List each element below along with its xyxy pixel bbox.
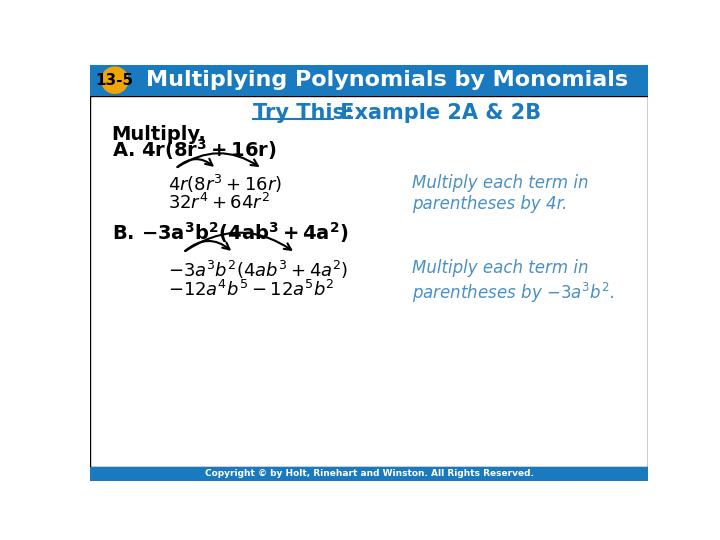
Text: $-3a^3b^2(4ab^3 + 4a^2)$: $-3a^3b^2(4ab^3 + 4a^2)$: [168, 259, 348, 281]
Text: Example 2A & 2B: Example 2A & 2B: [333, 103, 541, 123]
Text: A. $\mathbf{4r(8r^3 + 16r)}$: A. $\mathbf{4r(8r^3 + 16r)}$: [112, 137, 276, 162]
Bar: [90, 65, 648, 96]
Text: $4r(8r^3 + 16r)$: $4r(8r^3 + 16r)$: [168, 173, 282, 195]
Text: Multiply each term in
parentheses by 4r.: Multiply each term in parentheses by 4r.: [412, 174, 588, 213]
Text: B. $\mathbf{-3a^3b^2(4ab^3 + 4a^2)}$: B. $\mathbf{-3a^3b^2(4ab^3 + 4a^2)}$: [112, 220, 348, 245]
FancyBboxPatch shape: [90, 96, 648, 467]
FancyArrowPatch shape: [185, 233, 291, 251]
FancyArrowPatch shape: [178, 153, 258, 167]
Circle shape: [102, 67, 128, 93]
FancyArrowPatch shape: [177, 159, 212, 167]
Text: Copyright © by Holt, Rinehart and Winston. All Rights Reserved.: Copyright © by Holt, Rinehart and Winsto…: [204, 469, 534, 478]
FancyArrowPatch shape: [185, 241, 230, 251]
Text: Multiply each term in
parentheses by $-3a^3b^2$.: Multiply each term in parentheses by $-3…: [412, 259, 614, 305]
Text: Multiply.: Multiply.: [112, 125, 207, 144]
Bar: [90, 467, 648, 481]
Text: $32r^4 + 64r^2$: $32r^4 + 64r^2$: [168, 193, 269, 213]
Text: 13-5: 13-5: [96, 73, 134, 87]
Text: Try This:: Try This:: [253, 103, 353, 123]
Text: Multiplying Polynomials by Monomials: Multiplying Polynomials by Monomials: [145, 70, 628, 90]
Text: $-12a^4b^5 - 12a^5b^2$: $-12a^4b^5 - 12a^5b^2$: [168, 280, 334, 300]
